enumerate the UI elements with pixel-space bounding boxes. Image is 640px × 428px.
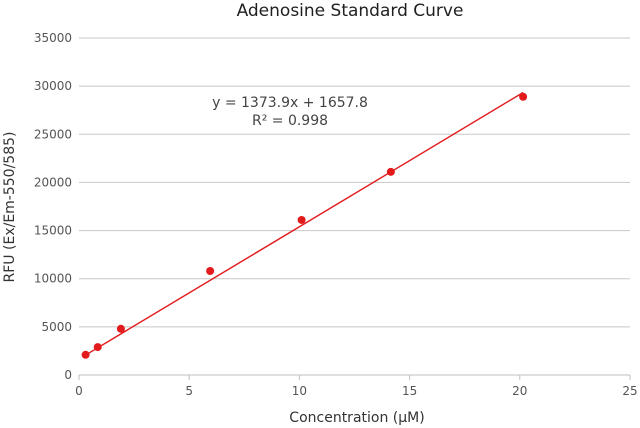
x-tick-label: 10 [292,384,307,398]
data-point [386,167,395,176]
x-tick-label: 15 [402,384,417,398]
data-point [297,215,306,224]
data-points [81,92,528,359]
y-tick-label: 5000 [41,320,72,334]
y-axis-label: RFU (Ex/Em-550/585) [2,132,18,283]
x-tick-label: 0 [75,384,83,398]
data-point [206,267,215,276]
y-tick-labels: 0 5000 10000 15000 20000 25000 30000 35000 [34,31,72,382]
y-tick-label: 15000 [34,224,72,238]
trendline [85,91,524,356]
data-point [116,324,125,333]
y-tick-label: 35000 [34,31,72,45]
chart-title: Adenosine Standard Curve [237,1,464,21]
x-axis-label: Concentration (μM) [289,410,424,426]
x-tick-label: 5 [185,384,193,398]
y-tick-label: 0 [64,368,72,382]
x-tick-labels: 0 5 10 15 20 25 [75,384,637,398]
grid [78,37,631,380]
y-tick-label: 25000 [34,127,72,141]
data-point [81,350,90,359]
y-tick-label: 30000 [34,79,72,93]
data-point [519,92,528,101]
r-squared-label: R² = 0.998 [252,113,328,129]
equation-label: y = 1373.9x + 1657.8 [212,95,368,111]
x-tick-label: 25 [622,384,637,398]
y-tick-label: 20000 [34,175,72,189]
y-tick-label: 10000 [34,272,72,286]
data-point [93,343,102,352]
x-tick-label: 20 [512,384,527,398]
